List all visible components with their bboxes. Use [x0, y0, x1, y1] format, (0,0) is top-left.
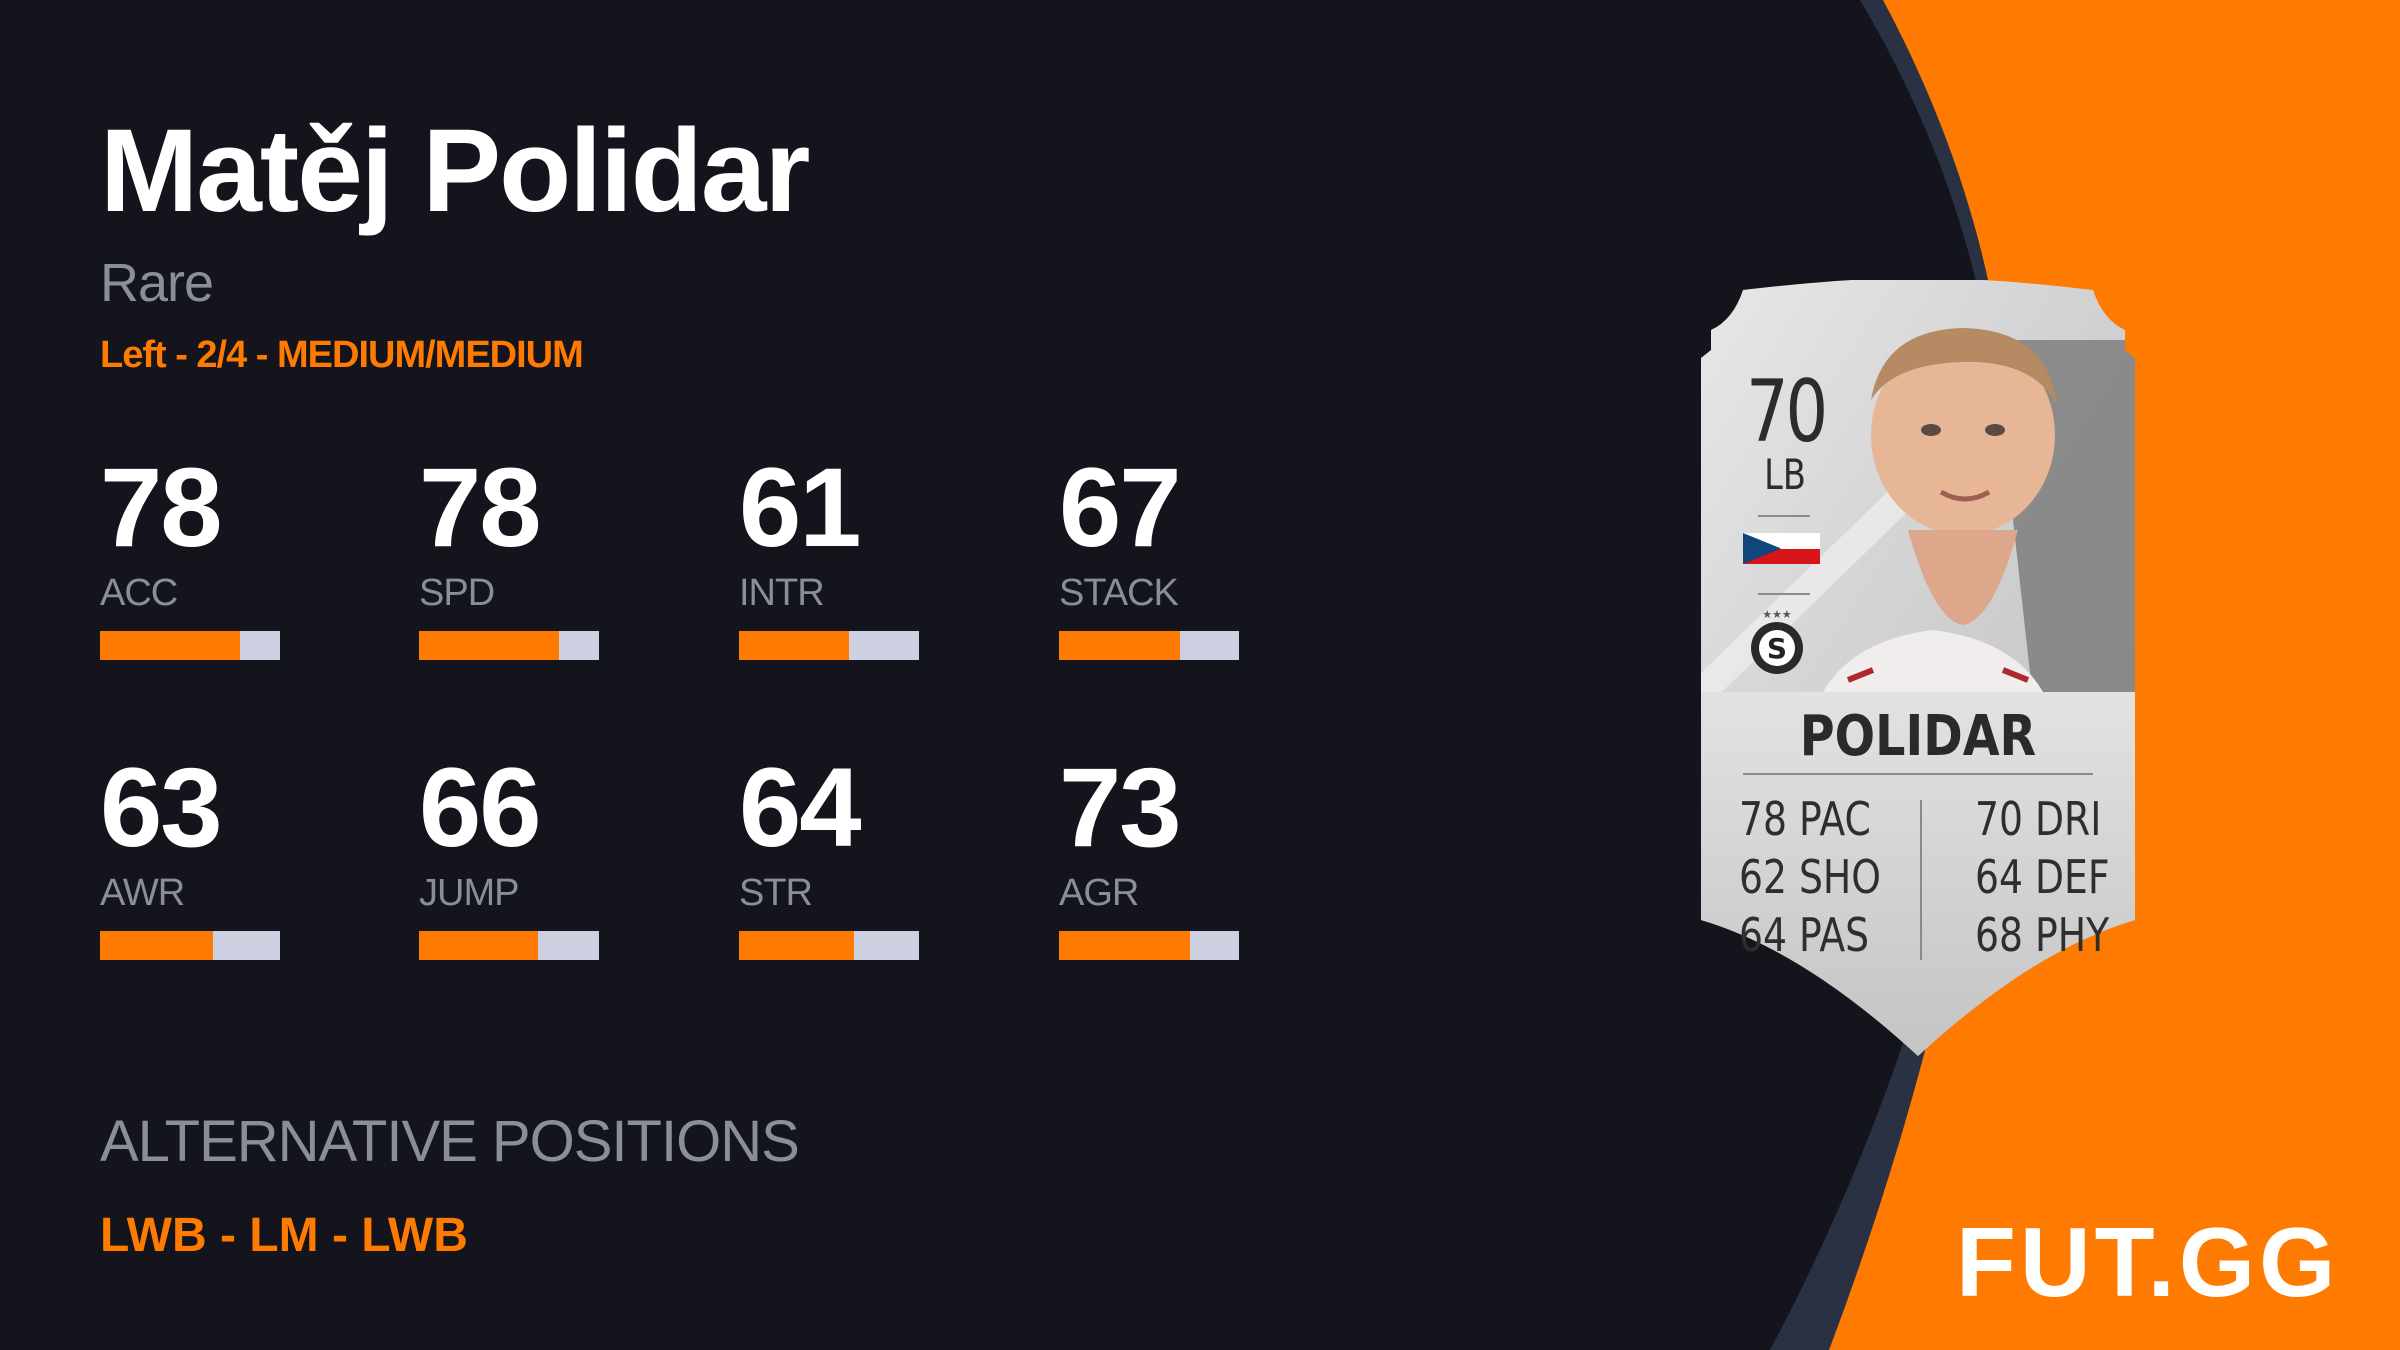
card-stat: 64 DEF — [1975, 850, 2110, 904]
player-photo — [1823, 328, 2057, 692]
stat-label: INTR — [739, 572, 825, 614]
card-stat: 78 PAC — [1739, 792, 1871, 846]
stat-value: 73 — [1059, 745, 1182, 870]
stat-value: 78 — [419, 445, 542, 570]
stat-label: ACC — [100, 572, 178, 614]
stat-value: 61 — [739, 445, 862, 570]
stat-value: 63 — [100, 745, 223, 870]
futgg-logo: FUT.GG — [1956, 1207, 2340, 1317]
stat-label: STR — [739, 872, 813, 914]
alt-positions-value: LWB - LM - LWB — [100, 1209, 468, 1262]
stat-bar — [739, 931, 919, 960]
stat-bar-fill — [419, 631, 560, 660]
czech-flag-icon — [1743, 533, 1820, 564]
stat-bar-fill — [100, 631, 241, 660]
card-stat: 64 PAS — [1739, 908, 1870, 962]
stat-stack: 67 STACK — [1059, 452, 1239, 660]
stat-label: STACK — [1059, 572, 1179, 614]
stat-bar — [1059, 931, 1239, 960]
stat-value: 66 — [419, 745, 542, 870]
stat-label: AWR — [100, 872, 185, 914]
stat-intr: 61 INTR — [739, 452, 919, 660]
card-rating: 70 — [1746, 362, 1828, 462]
alt-positions-title: ALTERNATIVE POSITIONS — [100, 1109, 800, 1174]
stat-bar — [1059, 631, 1239, 660]
card-name: POLIDAR — [1799, 704, 2037, 769]
svg-text:S: S — [1767, 632, 1787, 665]
player-name: Matěj Polidar — [100, 105, 810, 237]
stat-spd: 78 SPD — [419, 452, 599, 660]
stat-awr: 63 AWR — [100, 752, 280, 960]
stat-str: 64 STR — [739, 752, 919, 960]
svg-text:★★★: ★★★ — [1762, 608, 1792, 621]
club-badge-icon: S ★★★ — [1751, 608, 1803, 674]
stat-value: 78 — [100, 445, 223, 570]
card-position: LB — [1764, 450, 1806, 499]
stat-bar-fill — [1059, 631, 1180, 660]
stat-bar — [419, 931, 599, 960]
card-left-stats: 78 PAC 62 SHO 64 PAS — [1739, 790, 1881, 964]
stat-bar-fill — [1059, 931, 1191, 960]
stat-bar — [100, 931, 280, 960]
card-stat: 62 SHO — [1739, 850, 1881, 904]
stat-bar — [419, 631, 599, 660]
player-card: S ★★★ 70 LB POLIDAR 78 PAC 62 SHO 64 PAS… — [1673, 280, 2163, 1056]
card-stat: 68 PHY — [1975, 908, 2110, 962]
stat-agr: 73 AGR — [1059, 752, 1239, 960]
stat-bar — [739, 631, 919, 660]
stat-jump: 66 JUMP — [419, 752, 599, 960]
stat-bar-fill — [739, 631, 849, 660]
card-right-stats: 70 DRI 64 DEF 68 PHY — [1975, 790, 2110, 964]
player-rarity: Rare — [100, 253, 214, 313]
stat-bar — [100, 631, 280, 660]
stat-bar-fill — [739, 931, 855, 960]
stat-acc: 78 ACC — [100, 452, 280, 660]
stat-value: 67 — [1059, 445, 1182, 570]
stat-label: AGR — [1059, 872, 1139, 914]
stat-bar-fill — [419, 931, 538, 960]
card-stat: 70 DRI — [1975, 792, 2102, 846]
stat-label: JUMP — [419, 872, 519, 914]
stat-value: 64 — [739, 745, 862, 870]
stat-label: SPD — [419, 572, 495, 614]
stat-bar-fill — [100, 931, 214, 960]
player-info: Left - 2/4 - MEDIUM/MEDIUM — [100, 334, 584, 376]
